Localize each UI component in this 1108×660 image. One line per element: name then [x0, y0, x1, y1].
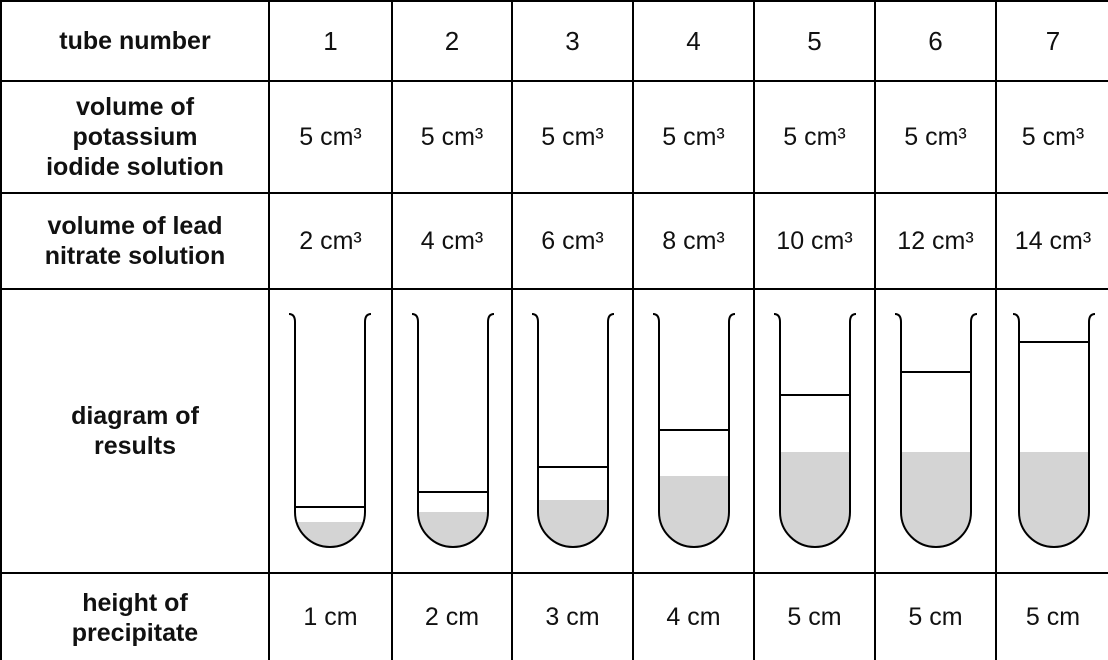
diagram-cell: [511, 288, 634, 574]
header-line: iodide solution: [46, 153, 224, 181]
tube-outline: [288, 313, 372, 548]
test-tube: [773, 313, 857, 548]
header-line: tube number: [59, 27, 211, 55]
cell: 5 cm³: [995, 80, 1108, 194]
row-header: height of precipitate: [0, 572, 270, 660]
test-tube: [531, 313, 615, 548]
diagram-cell: [632, 288, 755, 574]
header-line: potassium: [72, 123, 198, 151]
precipitate: [1019, 452, 1089, 547]
tube-outline: [411, 313, 495, 548]
table-row: volume of potassium iodide solution 5 cm³ 5 …: [0, 80, 1108, 194]
diagram-cell: [753, 288, 876, 574]
cell: 10 cm³: [753, 192, 876, 290]
precipitate: [901, 452, 971, 547]
precipitate: [780, 452, 850, 547]
diagram-cell: [391, 288, 513, 574]
header-line: volume of: [75, 93, 195, 121]
cell: 14 cm³: [995, 192, 1108, 290]
cell: 5 cm³: [391, 80, 513, 194]
cell: 4 cm: [632, 572, 755, 660]
cell: 5 cm: [874, 572, 997, 660]
test-tube: [411, 313, 495, 548]
precipitate: [659, 476, 729, 547]
cell: 7: [995, 0, 1108, 82]
cell: 3 cm: [511, 572, 634, 660]
test-tube: [652, 313, 736, 548]
row-header: diagram of results: [0, 288, 270, 574]
diagram-cell: [874, 288, 997, 574]
cell: 4: [632, 0, 755, 82]
header-line: diagram of: [71, 402, 199, 430]
cell: 5 cm³: [632, 80, 755, 194]
row-header: volume of lead nitrate solution: [0, 192, 270, 290]
tube-outline: [652, 313, 736, 548]
cell: 8 cm³: [632, 192, 755, 290]
cell: 5 cm³: [511, 80, 634, 194]
header-line: results: [94, 432, 176, 460]
tube-outline: [1012, 313, 1096, 548]
header-line: volume of lead: [47, 212, 223, 240]
header-line: height of: [82, 588, 188, 617]
cell: 5 cm³: [874, 80, 997, 194]
cell: 2: [391, 0, 513, 82]
test-tube: [894, 313, 978, 548]
row-header: volume of potassium iodide solution: [0, 80, 270, 194]
cell: 5 cm³: [753, 80, 876, 194]
cell: 5 cm³: [268, 80, 393, 194]
cell: 1 cm: [268, 572, 393, 660]
test-tube: [288, 313, 372, 548]
header-line: precipitate: [71, 618, 199, 647]
table-row: volume of lead nitrate solution 2 cm³ 4 cm³…: [0, 192, 1108, 290]
cell: 5: [753, 0, 876, 82]
table-row: height of precipitate 1 cm 2 cm 3 cm 4 cm 5 cm…: [0, 572, 1108, 660]
test-tube: [1012, 313, 1096, 548]
cell: 3: [511, 0, 634, 82]
header-line: nitrate solution: [44, 242, 226, 270]
precipitate: [295, 522, 365, 547]
diagram-cell: [268, 288, 393, 574]
table-row: diagram of results: [0, 288, 1108, 574]
cell: 2 cm: [391, 572, 513, 660]
cell: 6: [874, 0, 997, 82]
cell: 5 cm: [753, 572, 876, 660]
tube-outline: [773, 313, 857, 548]
cell: 5 cm: [995, 572, 1108, 660]
cell: 2 cm³: [268, 192, 393, 290]
diagram-cell: [995, 288, 1108, 574]
cell: 6 cm³: [511, 192, 634, 290]
tube-outline: [531, 313, 615, 548]
precipitate: [538, 500, 608, 547]
cell: 4 cm³: [391, 192, 513, 290]
row-header: tube number: [0, 0, 270, 82]
cell: 12 cm³: [874, 192, 997, 290]
table-row: tube number 1 2 3 4 5 6 7: [0, 0, 1108, 82]
tube-outline: [894, 313, 978, 548]
cell: 1: [268, 0, 393, 82]
